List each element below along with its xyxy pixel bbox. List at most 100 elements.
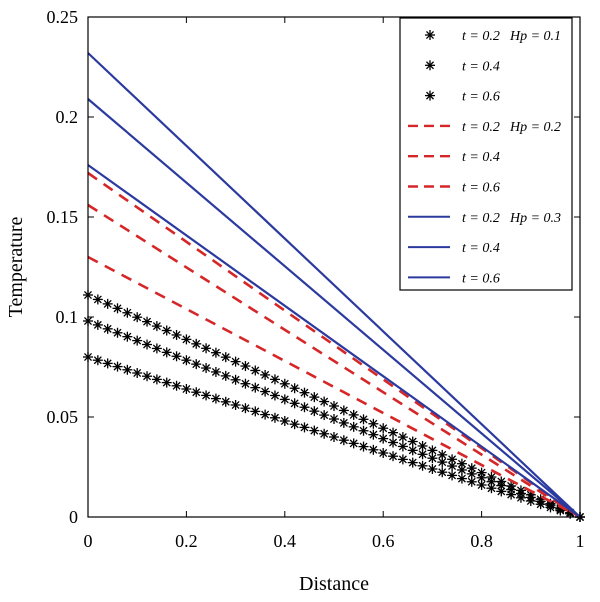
x-tick-label: 0.4 [274, 531, 297, 551]
series-marker [348, 409, 359, 420]
series-marker [397, 441, 408, 452]
series-marker [319, 410, 330, 421]
series-marker [279, 394, 290, 405]
legend-star-marker [425, 60, 435, 71]
series-marker [407, 436, 418, 447]
series-marker [368, 418, 379, 429]
series-line [87, 52, 581, 518]
series-marker [397, 454, 408, 465]
series-marker [161, 347, 172, 358]
series-marker [338, 405, 349, 416]
x-tick-label: 0.8 [470, 531, 493, 551]
series-marker [388, 451, 399, 462]
y-tick-label: 0 [69, 507, 78, 527]
series-marker [338, 417, 349, 428]
series-8 [87, 98, 581, 518]
series-marker [181, 355, 192, 366]
series-marker [378, 448, 389, 458]
series-marker [122, 364, 133, 375]
series-marker [417, 460, 428, 471]
series-marker [269, 374, 280, 385]
series-marker [299, 402, 310, 413]
series-marker [132, 312, 143, 323]
series-1 [83, 290, 585, 522]
series-line [87, 255, 581, 519]
series-marker [397, 432, 408, 443]
series-marker [92, 319, 103, 330]
legend-entry: t = 0.6 [408, 181, 500, 196]
y-axis-label: Temperature [5, 216, 27, 317]
series-marker [102, 323, 113, 334]
series-marker [132, 368, 143, 378]
series-marker [122, 307, 133, 318]
series-marker [456, 458, 467, 469]
series-marker [447, 461, 458, 472]
series-marker [151, 321, 162, 332]
series-marker [230, 356, 241, 367]
series-marker [348, 438, 359, 449]
series-marker [407, 445, 418, 456]
series-layer [83, 52, 585, 522]
series-marker [210, 366, 221, 377]
x-tick-label: 0.2 [175, 531, 198, 551]
series-marker [417, 440, 428, 451]
series-marker [201, 363, 212, 374]
series-marker [456, 473, 467, 484]
series-marker [250, 382, 261, 393]
series-line [87, 164, 581, 518]
series-marker [378, 423, 389, 434]
series-marker [466, 476, 477, 487]
series-marker [142, 316, 153, 327]
series-marker [496, 486, 507, 497]
series-marker [427, 464, 438, 474]
series-marker [102, 298, 113, 309]
series-marker [545, 502, 556, 513]
series-marker [220, 352, 231, 363]
series-marker [210, 393, 221, 404]
series-marker [447, 470, 458, 481]
legend-time-label: t = 0.4 [462, 150, 500, 165]
x-tick-label: 1 [576, 531, 585, 551]
series-marker [191, 387, 202, 398]
series-marker [388, 437, 399, 448]
series-marker [201, 390, 212, 401]
series-marker [92, 355, 103, 366]
series-line [87, 98, 581, 518]
series-marker [240, 378, 251, 389]
series-marker [269, 412, 280, 423]
series-marker [417, 449, 428, 460]
series-marker [230, 400, 241, 410]
series-marker [260, 409, 271, 420]
axis-ticks: 0 0.2 0.4 0.6 0.8 1 0 0.05 0.1 0.15 0.2 0.25 [47, 7, 585, 551]
series-marker [348, 421, 359, 432]
series-marker [486, 476, 497, 487]
series-marker [161, 325, 172, 336]
series-marker [210, 347, 221, 358]
legend-time-label: t = 0.4 [462, 241, 500, 256]
series-marker [250, 406, 261, 417]
series-marker [220, 370, 231, 381]
series-marker [515, 492, 526, 503]
series-9 [87, 164, 581, 518]
series-marker [279, 378, 290, 389]
series-marker [279, 416, 290, 426]
x-tick-label: 0 [84, 531, 93, 551]
series-marker [230, 374, 241, 385]
series-marker [368, 429, 379, 440]
legend-time-label: t = 0.2 [462, 29, 500, 44]
series-marker [240, 403, 251, 414]
series-marker [151, 374, 162, 385]
legend-time-label: t = 0.6 [462, 271, 500, 286]
series-marker [289, 419, 300, 430]
series-marker [309, 392, 320, 403]
series-marker [142, 371, 153, 382]
legend: t = 0.2 Hp = 0.1 t = 0.4 t = 0.6 t = 0.2 Hp =… [399, 17, 573, 291]
series-3 [83, 352, 585, 522]
series-marker [299, 387, 310, 398]
legend-time-label: t = 0.4 [462, 59, 500, 74]
series-marker [171, 380, 182, 391]
series-marker [506, 489, 517, 500]
series-marker [191, 338, 202, 349]
series-marker [329, 414, 339, 424]
series-marker [269, 390, 280, 401]
